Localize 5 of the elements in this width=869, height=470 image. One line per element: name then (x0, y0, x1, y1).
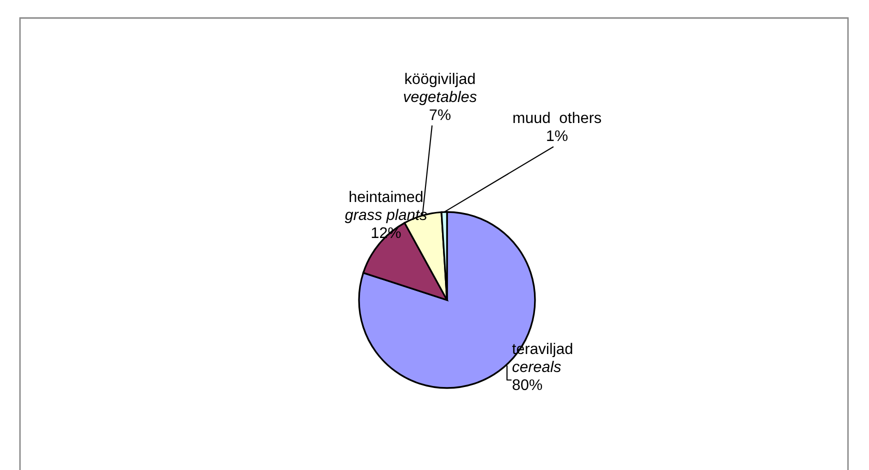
slice-label: köögiviljad vegetables (404, 72, 477, 106)
slice-label: muud others (513, 112, 602, 124)
data-label: 80% (512, 379, 542, 390)
data-label: 1% (547, 130, 568, 142)
data-label: 7% (430, 109, 450, 120)
